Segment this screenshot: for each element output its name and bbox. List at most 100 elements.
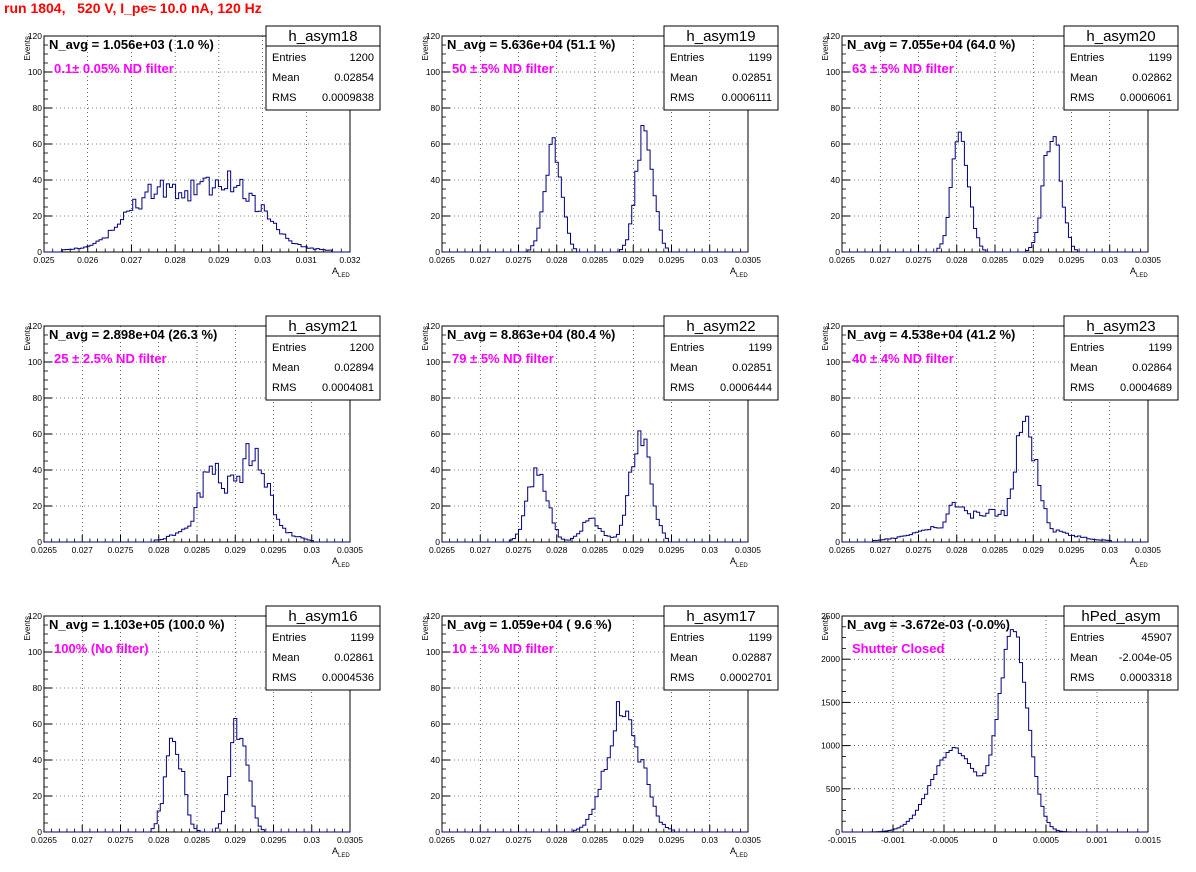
avg-label: N_avg = 2.898e+04 (26.3 %): [49, 327, 217, 342]
y-tick-label: 40: [33, 755, 43, 765]
y-tick-label: 60: [831, 429, 841, 439]
x-tick-label: 0.0015: [1135, 835, 1161, 845]
x-tick-label: 0.0305: [337, 835, 363, 845]
x-tick-label: 0.03: [1101, 545, 1118, 555]
filter-label: 100% (No filter): [54, 641, 149, 656]
histogram-line: [442, 701, 748, 833]
y-tick-label: 0: [37, 827, 42, 837]
stats-key-mean: Mean: [1070, 652, 1098, 664]
y-tick-label: 0: [835, 827, 840, 837]
x-tick-label: -0.0015: [828, 835, 857, 845]
x-axis-label: ALED: [1130, 266, 1148, 279]
stats-value-entries: 1199: [1148, 342, 1172, 354]
x-tick-label: 0.0275: [906, 255, 932, 265]
x-tick-label: 0.03: [303, 835, 320, 845]
y-tick-label: 60: [831, 139, 841, 149]
stats-key-mean: Mean: [1070, 72, 1098, 84]
histogram-line: [44, 718, 350, 833]
stats-value-mean: -2.004e-05: [1119, 652, 1172, 664]
y-axis-label: Events: [821, 36, 830, 60]
histogram-panel-h_asym18: 0.025 0.026 0.027 0.028 0.029 0.03 0.031 0.032 0…: [23, 25, 381, 279]
x-tick-label: 0.029: [623, 545, 645, 555]
x-tick-label: 0.0265: [31, 835, 57, 845]
x-axis-label-sub: LED: [338, 563, 350, 569]
y-tick-label: 0: [435, 537, 440, 547]
x-tick-label: 0.0305: [1135, 255, 1161, 265]
x-axis-label-main: A: [730, 266, 736, 276]
y-tick-label: 40: [831, 175, 841, 185]
stats-value-entries: 45907: [1141, 632, 1172, 644]
x-tick-label: 0: [993, 835, 998, 845]
x-tick-label: 0.028: [546, 255, 568, 265]
y-axis-label: Events: [421, 326, 430, 350]
x-tick-label: 0.027: [72, 545, 94, 555]
stats-value-entries: 1199: [748, 52, 772, 64]
y-axis-label: Events: [421, 616, 430, 640]
y-tick-label: 120: [426, 611, 440, 621]
y-tick-label: 120: [28, 611, 42, 621]
y-tick-label: 0: [835, 537, 840, 547]
stats-box: [663, 605, 779, 691]
x-tick-label: 0.029: [1023, 255, 1045, 265]
stats-value-rms: 0.0006444: [720, 382, 772, 394]
x-axis-label: ALED: [730, 266, 748, 279]
stats-key-rms: RMS: [670, 92, 694, 104]
y-tick-label: 20: [431, 791, 441, 801]
y-tick-label: 40: [431, 465, 441, 475]
stats-key-mean: Mean: [670, 362, 698, 374]
x-tick-label: 0.0295: [1059, 545, 1085, 555]
x-tick-label: 0.0295: [659, 255, 685, 265]
x-tick-label: 0.03: [1101, 255, 1118, 265]
x-tick-label: 0.0275: [108, 835, 134, 845]
stats-value-mean: 0.02851: [732, 362, 772, 374]
avg-label: N_avg = 4.538e+04 (41.2 %): [847, 327, 1015, 342]
stats-box: [1063, 315, 1179, 401]
histogram-line: [842, 415, 1148, 543]
stats-value-rms: 0.0004689: [1120, 382, 1172, 394]
histogram-line: [442, 430, 748, 543]
x-tick-label: 0.0295: [659, 545, 685, 555]
x-axis-label-main: A: [730, 556, 736, 566]
x-tick-label: 0.03: [303, 545, 320, 555]
y-tick-label: 20: [831, 211, 841, 221]
y-tick-label: 80: [33, 393, 43, 403]
x-axis-label-sub: LED: [1136, 273, 1148, 279]
y-tick-label: 2000: [821, 654, 840, 664]
stats-value-entries: 1199: [748, 632, 772, 644]
histogram-name: h_asym16: [288, 608, 357, 625]
stats-key-mean: Mean: [1070, 362, 1098, 374]
y-tick-label: 80: [431, 683, 441, 693]
x-tick-label: 0.0285: [982, 255, 1008, 265]
x-tick-label: 0.0295: [261, 545, 287, 555]
x-tick-label: 0.03: [254, 255, 271, 265]
x-axis-label-sub: LED: [1136, 563, 1148, 569]
stats-key-entries: Entries: [670, 342, 705, 354]
histogram-name: h_asym21: [288, 318, 357, 335]
stats-key-entries: Entries: [1070, 632, 1105, 644]
x-tick-label: 0.029: [225, 545, 247, 555]
histogram-name: h_asym23: [1086, 318, 1155, 335]
stats-key-mean: Mean: [670, 652, 698, 664]
stats-value-rms: 0.0003318: [1120, 672, 1172, 684]
stats-key-entries: Entries: [272, 342, 307, 354]
filter-label: 40 ± 4% ND filter: [852, 351, 954, 366]
x-tick-label: 0.0295: [261, 835, 287, 845]
stats-value-mean: 0.02861: [334, 652, 374, 664]
y-tick-label: 100: [28, 357, 42, 367]
x-axis-label-sub: LED: [338, 853, 350, 859]
x-axis-label-main: A: [1130, 266, 1136, 276]
y-tick-label: 100: [826, 357, 840, 367]
x-tick-label: 0.0285: [184, 835, 210, 845]
y-tick-label: 500: [826, 784, 840, 794]
x-axis-label-sub: LED: [736, 563, 748, 569]
x-tick-label: 0.0285: [582, 255, 608, 265]
x-tick-label: 0.0285: [184, 545, 210, 555]
x-tick-label: 0.03: [701, 255, 718, 265]
y-tick-label: 20: [831, 501, 841, 511]
y-axis-label: Events: [421, 36, 430, 60]
histogram-panel-h_asym17: 0.0265 0.027 0.0275 0.028 0.0285 0.029 0.0295 0…: [421, 605, 779, 859]
x-tick-label: 0.027: [870, 255, 892, 265]
x-axis-label-main: A: [332, 556, 338, 566]
y-tick-label: 2500: [821, 611, 840, 621]
